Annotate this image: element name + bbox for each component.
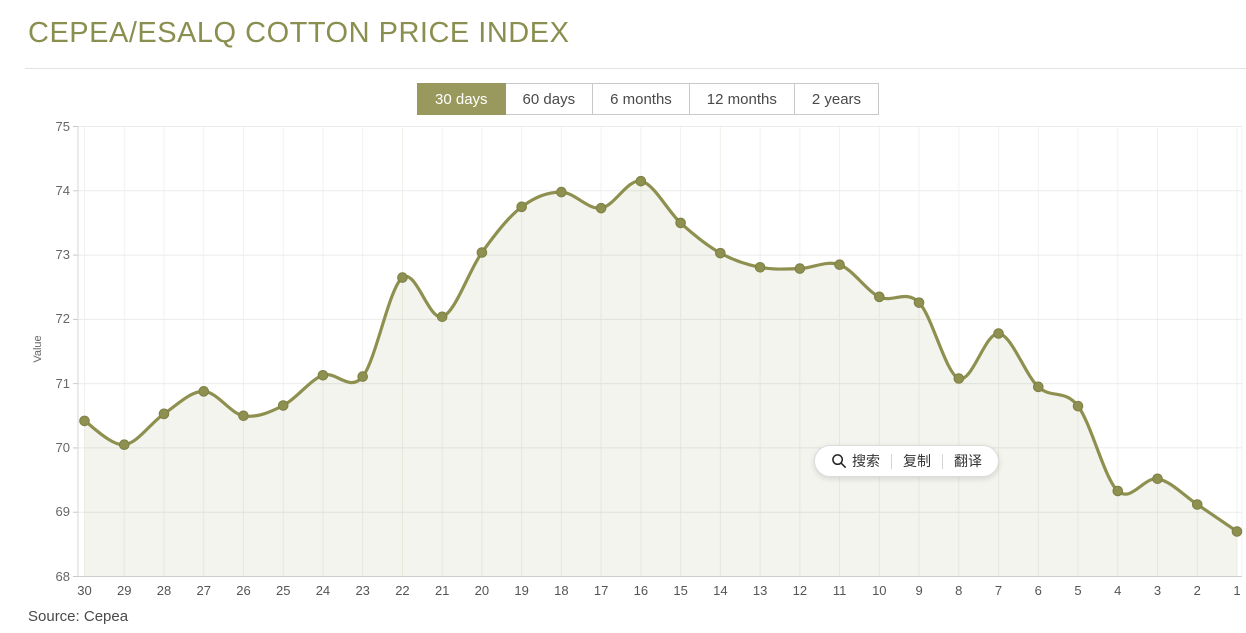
y-tick-label: 70	[55, 439, 70, 455]
x-tick-label: 22	[395, 582, 410, 598]
popup-search-label: 搜索	[852, 453, 880, 469]
x-tick-label: 4	[1114, 582, 1122, 598]
popup-translate-button[interactable]: 翻译	[951, 451, 985, 471]
x-tick-label: 26	[236, 582, 251, 598]
page-title: CEPEA/ESALQ COTTON PRICE INDEX	[28, 17, 570, 49]
tab-2-years[interactable]: 2 years	[793, 83, 880, 115]
y-axis-title: Value	[32, 335, 44, 363]
x-tick-label: 17	[593, 582, 609, 598]
x-tick-label: 10	[872, 582, 887, 598]
x-tick-label: 2	[1193, 582, 1201, 598]
search-icon	[831, 453, 847, 469]
popup-search-button[interactable]: 搜索	[828, 451, 883, 471]
time-range-tabs: 30 days 60 days 6 months 12 months 2 yea…	[417, 83, 880, 115]
tab-12-months[interactable]: 12 months	[688, 83, 795, 115]
x-tick-label: 5	[1074, 582, 1082, 598]
x-tick-label: 6	[1034, 582, 1042, 598]
tab-30-days[interactable]: 30 days	[417, 83, 506, 115]
text-selection-popup: 搜索 复制 翻译	[814, 445, 999, 477]
x-tick-label: 29	[117, 582, 132, 598]
tab-6-months[interactable]: 6 months	[592, 83, 690, 115]
x-tick-label: 11	[832, 582, 847, 598]
y-tick-label: 73	[55, 247, 70, 263]
x-tick-label: 7	[994, 582, 1003, 598]
source-note: Source: Cepea	[28, 608, 129, 625]
y-tick-label: 68	[55, 568, 70, 584]
x-tick-label: 8	[955, 582, 963, 598]
x-tick-label: 25	[275, 582, 291, 598]
popup-copy-label: 复制	[903, 453, 931, 469]
title-divider	[25, 68, 1246, 69]
y-tick-label: 72	[55, 311, 70, 327]
x-tick-label: 13	[752, 582, 768, 598]
x-tick-label: 16	[633, 582, 649, 598]
popup-copy-button[interactable]: 复制	[900, 451, 934, 471]
x-tick-label: 18	[554, 582, 569, 598]
x-tick-label: 23	[355, 582, 370, 598]
x-tick-label: 19	[514, 582, 529, 598]
popup-translate-label: 翻译	[954, 453, 982, 469]
x-tick-label: 28	[156, 582, 172, 598]
x-tick-label: 21	[434, 582, 450, 598]
y-tick-label: 69	[55, 504, 70, 520]
x-tick-label: 15	[673, 582, 688, 598]
x-tick-label: 1	[1233, 582, 1241, 598]
x-tick-label: 3	[1153, 582, 1162, 598]
popup-divider	[942, 453, 943, 469]
x-tick-label: 24	[315, 582, 331, 598]
x-tick-label: 9	[915, 582, 923, 598]
y-tick-label: 74	[55, 182, 70, 198]
x-tick-label: 14	[713, 582, 728, 598]
y-tick-label: 75	[55, 118, 70, 134]
popup-divider	[891, 453, 892, 469]
y-tick-label: 71	[55, 375, 70, 391]
x-tick-label: 12	[792, 582, 808, 598]
x-tick-label: 27	[196, 582, 211, 598]
x-tick-label: 30	[77, 582, 92, 598]
x-tick-label: 20	[474, 582, 490, 598]
